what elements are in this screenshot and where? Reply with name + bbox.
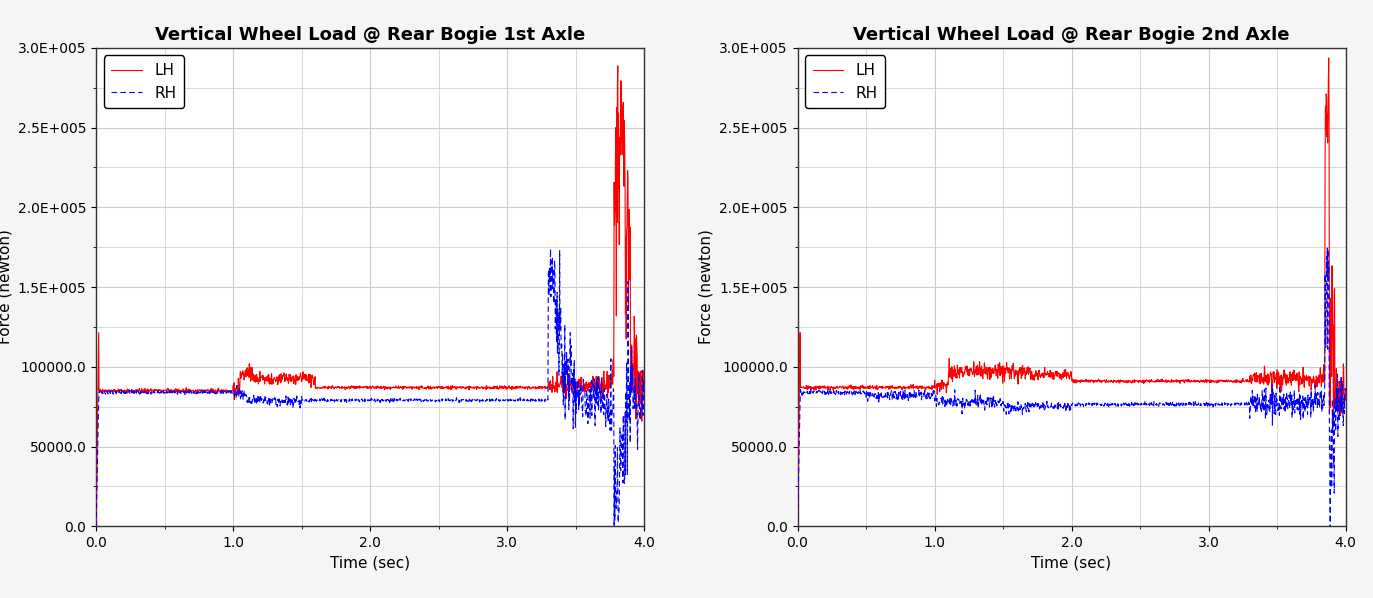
LH bbox=[1321, 54, 1337, 62]
Legend: LH, RH: LH, RH bbox=[805, 56, 886, 108]
LH bbox=[832, 383, 849, 390]
LH bbox=[610, 62, 626, 69]
RH bbox=[1101, 401, 1118, 408]
Y-axis label: Force (newton): Force (newton) bbox=[699, 230, 714, 344]
RH bbox=[1032, 402, 1049, 409]
RH bbox=[1337, 386, 1354, 393]
LH bbox=[854, 385, 870, 392]
LH bbox=[1101, 377, 1118, 385]
LH bbox=[789, 523, 806, 530]
X-axis label: Time (sec): Time (sec) bbox=[330, 556, 411, 570]
LH bbox=[342, 385, 358, 392]
RH bbox=[400, 397, 416, 404]
Line: LH: LH bbox=[96, 66, 644, 526]
RH bbox=[1319, 245, 1336, 252]
LH bbox=[320, 383, 336, 390]
LH bbox=[152, 387, 169, 394]
RH bbox=[636, 393, 652, 401]
LH bbox=[88, 523, 104, 530]
RH bbox=[130, 389, 147, 396]
RH bbox=[1043, 403, 1060, 410]
RH bbox=[342, 398, 358, 405]
RH bbox=[832, 389, 849, 396]
X-axis label: Time (sec): Time (sec) bbox=[1031, 556, 1112, 570]
Legend: LH, RH: LH, RH bbox=[104, 56, 184, 108]
RH bbox=[854, 389, 870, 396]
Title: Vertical Wheel Load @ Rear Bogie 2nd Axle: Vertical Wheel Load @ Rear Bogie 2nd Axl… bbox=[853, 26, 1289, 44]
RH bbox=[1022, 400, 1038, 407]
RH bbox=[332, 397, 349, 404]
LH bbox=[1032, 371, 1049, 378]
RH bbox=[542, 245, 559, 252]
RH bbox=[320, 396, 336, 404]
LH bbox=[1022, 364, 1038, 371]
Title: Vertical Wheel Load @ Rear Bogie 1st Axle: Vertical Wheel Load @ Rear Bogie 1st Axl… bbox=[155, 26, 585, 44]
Line: RH: RH bbox=[96, 249, 644, 532]
RH bbox=[789, 523, 806, 530]
Line: RH: RH bbox=[798, 248, 1346, 541]
LH bbox=[1043, 373, 1060, 380]
LH bbox=[130, 388, 147, 395]
Y-axis label: Force (newton): Force (newton) bbox=[0, 230, 12, 344]
Line: LH: LH bbox=[798, 58, 1346, 526]
LH bbox=[332, 385, 349, 392]
LH bbox=[636, 376, 652, 383]
LH bbox=[1337, 386, 1354, 393]
RH bbox=[152, 389, 169, 396]
RH bbox=[605, 529, 622, 536]
RH bbox=[88, 523, 104, 530]
RH bbox=[1322, 537, 1339, 544]
LH bbox=[400, 383, 416, 390]
